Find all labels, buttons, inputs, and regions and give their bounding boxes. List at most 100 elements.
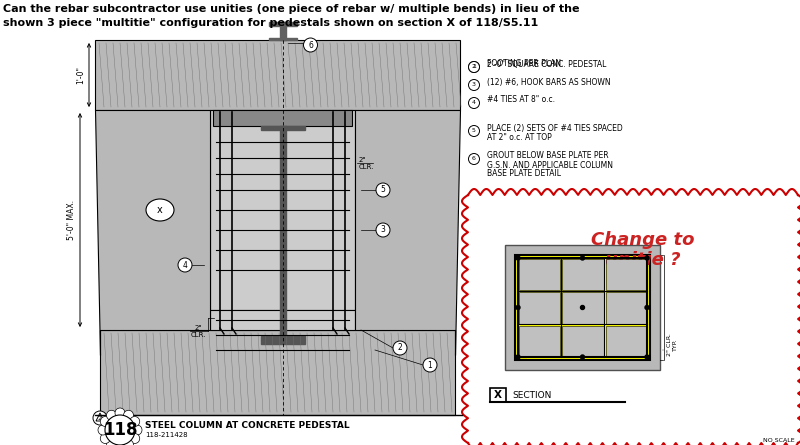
Bar [562,292,604,324]
Circle shape [115,408,125,418]
Text: 4: 4 [472,101,476,105]
Polygon shape [261,336,305,340]
Bar [515,255,650,360]
Text: X: X [494,390,502,400]
Text: 118: 118 [102,421,138,439]
Bar [606,292,647,324]
Text: PLACE (2) SETS OF #4 TIES SPACED: PLACE (2) SETS OF #4 TIES SPACED [487,124,622,133]
Text: BASE PLATE DETAIL: BASE PLATE DETAIL [487,170,561,178]
Circle shape [100,433,110,444]
Text: shown 3 piece "multitie" configuration for pedestals shown on section X of 118/S: shown 3 piece "multitie" configuration f… [3,18,538,28]
Ellipse shape [146,199,174,221]
Polygon shape [95,110,210,355]
Polygon shape [261,340,305,344]
Text: 2" CLR.: 2" CLR. [667,334,672,356]
Text: #4 TIES AT 8" o.c.: #4 TIES AT 8" o.c. [487,96,555,105]
Text: 5: 5 [381,186,386,194]
Text: 6: 6 [472,157,476,162]
Bar [562,326,604,357]
Circle shape [581,306,585,310]
Text: 4: 4 [182,260,187,270]
Circle shape [581,256,585,260]
Text: Change to
unitie ?: Change to unitie ? [591,231,694,269]
Text: SECTION: SECTION [512,391,551,400]
Bar [562,259,604,290]
Polygon shape [269,38,297,40]
Text: 2": 2" [194,325,202,331]
Text: AT 2" o.c. AT TOP: AT 2" o.c. AT TOP [487,133,552,142]
Circle shape [123,440,134,445]
Polygon shape [210,310,355,330]
Circle shape [93,411,107,425]
Circle shape [645,355,649,359]
Text: 1: 1 [472,65,476,69]
Text: GROUT BELOW BASE PLATE PER: GROUT BELOW BASE PLATE PER [487,151,609,161]
Text: 2: 2 [398,344,402,352]
Circle shape [178,258,192,272]
Circle shape [469,61,479,73]
Circle shape [469,61,479,73]
Circle shape [376,183,390,197]
Bar [505,245,660,370]
Text: FOOTING PER PLAN: FOOTING PER PLAN [487,60,561,69]
Circle shape [469,97,479,109]
Polygon shape [213,110,352,126]
Text: 3: 3 [381,226,386,235]
Polygon shape [210,110,355,310]
Circle shape [516,355,520,359]
Text: 2": 2" [359,157,366,163]
Polygon shape [95,40,460,110]
Text: x: x [157,205,163,215]
Circle shape [98,425,108,435]
Polygon shape [269,22,297,26]
Circle shape [303,38,318,52]
Text: 5: 5 [472,129,476,134]
Text: CLR.: CLR. [359,164,374,170]
Circle shape [423,358,437,372]
Circle shape [645,306,649,310]
Circle shape [106,440,117,445]
Circle shape [106,410,117,420]
Text: 1: 1 [428,360,432,369]
Bar [519,292,560,324]
Polygon shape [355,110,460,355]
Text: 3: 3 [472,82,476,88]
Polygon shape [279,22,286,40]
Circle shape [393,341,407,355]
Bar [490,388,506,402]
Circle shape [645,256,649,260]
Text: 2: 2 [98,417,102,421]
Text: STEEL COLUMN AT CONCRETE PEDESTAL: STEEL COLUMN AT CONCRETE PEDESTAL [145,421,350,429]
Circle shape [581,355,585,359]
Circle shape [130,433,140,444]
Circle shape [100,417,110,426]
Text: 118-211428: 118-211428 [145,432,188,438]
Text: 6: 6 [308,40,313,49]
Polygon shape [100,330,455,415]
Circle shape [516,306,520,310]
Text: 5'-0" MAX.: 5'-0" MAX. [67,200,76,240]
Bar [518,258,647,357]
Circle shape [123,410,134,420]
Text: G.S.N. AND APPLICABLE COLUMN: G.S.N. AND APPLICABLE COLUMN [487,161,613,170]
Circle shape [376,223,390,237]
Circle shape [469,80,479,90]
Text: 2: 2 [472,65,476,69]
Text: CLR.: CLR. [190,332,206,338]
Circle shape [469,154,479,165]
Text: 2'-0" SQUARE CONC. PEDESTAL: 2'-0" SQUARE CONC. PEDESTAL [487,60,606,69]
Bar [519,259,560,290]
Polygon shape [279,126,286,340]
Circle shape [105,415,135,445]
Text: NO SCALE: NO SCALE [763,437,795,442]
Bar [606,259,647,290]
Circle shape [130,417,140,426]
Circle shape [132,425,142,435]
Bar [519,326,560,357]
Text: Can the rebar subcontractor use unities (one piece of rebar w/ multiple bends) i: Can the rebar subcontractor use unities … [3,4,579,14]
Text: (12) #6, HOOK BARS AS SHOWN: (12) #6, HOOK BARS AS SHOWN [487,77,610,86]
Circle shape [469,125,479,137]
Text: TYP.: TYP. [673,339,678,351]
Text: 1'-0": 1'-0" [76,66,85,84]
Bar [606,326,647,357]
